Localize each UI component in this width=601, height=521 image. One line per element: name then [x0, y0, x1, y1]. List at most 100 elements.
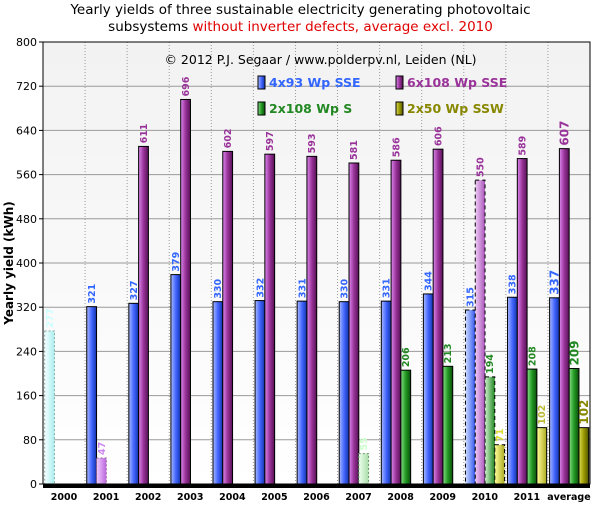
bar-2x108-wp-s-2011: [526, 368, 538, 485]
y-tick-label: 720: [16, 80, 37, 93]
data-label: 344: [424, 271, 435, 291]
data-label: 332: [255, 278, 266, 298]
bar-2x108-wp-s-2010: [484, 376, 496, 485]
legend-entry: 2x50 Wp SSW: [407, 101, 504, 116]
x-tick-label: 2009: [430, 492, 456, 503]
bar-4x93-wp-sse-2000: [44, 330, 55, 485]
data-label: 602: [223, 129, 234, 149]
data-label: 327: [129, 280, 140, 300]
x-tick-label: 2001: [93, 492, 119, 503]
data-label: 696: [181, 76, 192, 96]
data-label: 71: [495, 429, 506, 442]
data-label: 379: [171, 252, 182, 272]
bar-4x93-wp-sse-2008: [380, 300, 392, 485]
legend-swatch: [395, 101, 404, 116]
bar-2x108-wp-s-average: [568, 368, 580, 485]
data-label: 102: [537, 405, 548, 425]
bar-4x93-wp-sse-2003: [170, 274, 182, 485]
y-tick-label: 320: [16, 301, 37, 314]
data-label: 330: [213, 278, 224, 298]
title-line2-black: subsystems: [108, 19, 193, 35]
bar-4x93-wp-sse-2004: [212, 301, 224, 485]
y-tick-label: 160: [16, 390, 37, 403]
y-tick-label: 800: [16, 36, 37, 49]
data-label: 581: [349, 140, 360, 160]
data-label: 330: [339, 278, 350, 298]
data-label: 209: [567, 340, 581, 365]
data-label: 208: [527, 346, 538, 366]
x-tick-label: 2004: [219, 492, 246, 503]
bar-4x93-wp-sse-2009: [422, 293, 434, 485]
y-tick-label: 400: [16, 257, 37, 270]
x-tick-label: average: [547, 492, 590, 503]
bar-4x93-wp-sse-2007: [338, 301, 350, 485]
bar-4x93-wp-sse-2002: [128, 302, 140, 485]
data-label: 597: [265, 131, 276, 151]
data-label: 607: [557, 121, 571, 146]
bar-4x93-wp-sse-2011: [507, 296, 518, 485]
data-label: 331: [297, 278, 308, 298]
legend-entry: 2x108 Wp S: [269, 101, 352, 116]
bar-4x93-wp-sse-2005: [254, 300, 266, 485]
legend-swatch: [395, 75, 404, 90]
bar-6x108-wp-sse-2011: [516, 158, 528, 485]
data-label: 55: [359, 437, 370, 450]
bar-6x108-wp-sse-2002: [138, 145, 149, 485]
data-label: 611: [139, 124, 150, 144]
data-label: 194: [485, 354, 496, 374]
bar-4x93-wp-sse-2006: [296, 300, 308, 485]
x-tick-label: 2007: [345, 492, 371, 503]
data-label: 315: [466, 287, 477, 307]
data-label: 331: [382, 278, 393, 298]
bar-2x50-wp-ssw-2010: [494, 444, 506, 485]
bar-6x108-wp-sse-2009: [432, 148, 444, 485]
data-label: 47: [97, 442, 108, 455]
title-line2-red: without inverter defects, average excl. …: [192, 19, 493, 35]
bar-6x108-wp-sse-2008: [390, 159, 402, 485]
chart-title-line2: subsystems without inverter defects, ave…: [0, 19, 601, 35]
data-label: 593: [307, 134, 318, 154]
bar-2x108-wp-s-2008: [400, 369, 412, 485]
x-tick-label: 2011: [514, 492, 540, 503]
y-tick-label: 640: [16, 124, 37, 137]
bar-6x108-wp-sse-2006: [306, 155, 318, 485]
y-axis-label: Yearly yield (kWh): [2, 201, 16, 326]
bar-2x50-wp-ssw-average: [578, 427, 590, 485]
data-label: 213: [443, 343, 454, 363]
data-label: 586: [391, 137, 402, 157]
bar-2x108-wp-s-2009: [442, 365, 454, 485]
bar-6x108-wp-sse-2005: [264, 153, 276, 485]
data-label: 589: [518, 136, 529, 156]
bar-6x108-wp-sse-2003: [180, 98, 191, 485]
bar-6x108-wp-sse-2001: [96, 457, 107, 485]
bar-6x108-wp-sse-average: [558, 148, 570, 485]
data-label: 321: [87, 284, 98, 304]
x-tick-label: 2003: [177, 492, 203, 503]
x-tick-label: 2002: [135, 492, 161, 503]
chart-title-line1: Yearly yields of three sustainable elect…: [70, 2, 531, 18]
legend-entry: 6x108 Wp SSE: [407, 75, 507, 90]
data-label: 277: [45, 308, 56, 328]
x-axis-baseline: [43, 484, 590, 488]
bar-6x108-wp-sse-2010: [474, 179, 486, 485]
copyright-note: © 2012 P.J. Segaar / www.polderpv.nl, Le…: [164, 52, 476, 67]
x-tick-label: 2006: [303, 492, 330, 503]
bar-6x108-wp-sse-2007: [348, 162, 360, 485]
bar-4x93-wp-sse-2001: [86, 306, 98, 485]
legend-swatch: [257, 101, 266, 116]
data-label: 337: [548, 270, 562, 295]
data-label: 206: [401, 347, 412, 367]
y-tick-label: 560: [16, 169, 37, 182]
y-tick-label: 0: [30, 478, 37, 491]
legend-entry: 4x93 Wp SSE: [269, 75, 361, 90]
x-tick-label: 2008: [387, 492, 414, 503]
data-label: 102: [577, 400, 591, 425]
legend-swatch: [257, 75, 266, 90]
bar-2x50-wp-ssw-2011: [536, 427, 548, 485]
y-tick-label: 80: [23, 434, 37, 447]
bar-4x93-wp-sse-average: [549, 297, 560, 485]
y-tick-label: 480: [16, 213, 37, 226]
bar-2x108-wp-s-2007: [358, 453, 370, 485]
